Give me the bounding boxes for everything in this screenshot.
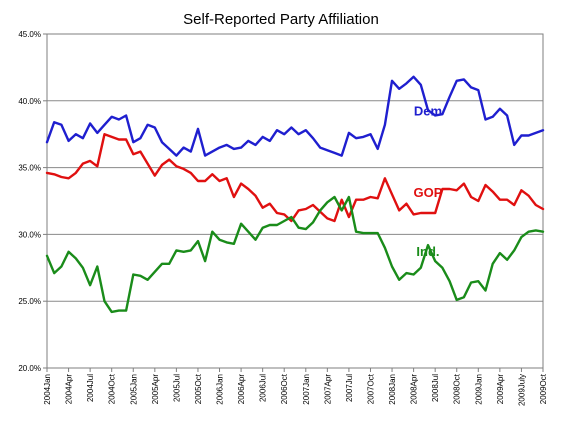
- y-tick-label: 45.0%: [18, 30, 41, 39]
- x-tick-label: 2006Oct: [280, 373, 289, 404]
- x-tick-label: 2007Jul: [345, 374, 354, 402]
- x-tick-label: 2009July: [517, 374, 526, 406]
- series-lines: [45, 75, 545, 314]
- x-tick-label: 2007Apr: [323, 374, 332, 405]
- y-tick-label: 20.0%: [18, 364, 41, 373]
- series-line: [45, 75, 545, 157]
- x-axis-ticks: 2004Jan 2004Apr 2004Jul 2004Oct 2005Jan 2005A…: [43, 368, 548, 406]
- x-tick-label: 2005Jan: [129, 374, 138, 405]
- x-tick-label: 2004Apr: [65, 374, 74, 405]
- y-tick-label: 40.0%: [18, 97, 41, 106]
- x-tick-label: 2007Jan: [302, 374, 311, 405]
- x-tick-label: 2009Jan: [474, 374, 483, 405]
- x-tick-label: 2005Jul: [172, 374, 181, 402]
- x-tick-label: 2008Jul: [431, 374, 440, 402]
- y-axis-ticks: 20.0% 25.0% 30.0% 35.0% 40.0% 45.0%: [18, 30, 47, 373]
- series-labels: Dem GOP Ind.: [414, 103, 443, 258]
- x-tick-label: 2004Jan: [43, 374, 52, 405]
- series-label: Dem: [414, 103, 442, 118]
- x-tick-label: 2004Oct: [108, 373, 117, 404]
- x-tick-label: 2007Oct: [366, 373, 375, 404]
- plot-area: [46, 33, 544, 369]
- x-tick-label: 2004Jul: [86, 374, 95, 402]
- series-line: [45, 133, 545, 223]
- y-tick-label: 30.0%: [18, 230, 41, 239]
- y-tick-label: 25.0%: [18, 297, 41, 306]
- x-tick-label: 2006Jan: [216, 374, 225, 405]
- x-tick-label: 2005Apr: [151, 374, 160, 405]
- x-tick-label: 2008Oct: [453, 373, 462, 404]
- x-tick-label: 2009Oct: [539, 373, 548, 404]
- series-label: GOP: [414, 185, 443, 200]
- x-tick-label: 2008Jan: [388, 374, 397, 405]
- chart-title: Self-Reported Party Affiliation: [183, 11, 379, 28]
- x-tick-label: 2006Apr: [237, 374, 246, 405]
- series-label: Ind.: [416, 244, 439, 259]
- series-line: [45, 195, 545, 314]
- x-tick-label: 2009Apr: [496, 374, 505, 405]
- y-tick-label: 35.0%: [18, 164, 41, 173]
- x-tick-label: 2008Apr: [410, 374, 419, 405]
- x-tick-label: 2005Oct: [194, 373, 203, 404]
- x-tick-label: 2006Jul: [259, 374, 268, 402]
